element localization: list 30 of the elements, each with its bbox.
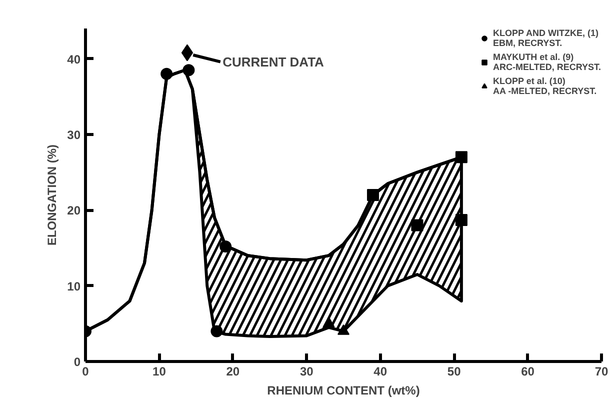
point [322, 316, 335, 328]
y-axis-title: ELONGATION (%) [45, 144, 60, 246]
legend-label: KLOPP et al. (10) AA -MELTED, RECRYST. [493, 76, 597, 96]
point [210, 325, 223, 338]
y-tick-label: 10 [67, 279, 81, 294]
x-tick-label: 70 [594, 364, 608, 378]
point [220, 240, 232, 252]
point [338, 324, 350, 335]
y-tick-label: 30 [67, 128, 81, 142]
point [366, 189, 379, 201]
x-tick-label: 30 [300, 364, 314, 378]
point [181, 44, 194, 62]
x-tick-label: 10 [152, 364, 166, 378]
legend-label: KLOPP AND WITZKE, (1) EBM, RECRYST. [493, 28, 598, 48]
x-tick-label: 60 [521, 364, 535, 378]
x-tick-label: 50 [447, 364, 462, 378]
x-tick-label: 20 [226, 364, 240, 378]
x-axis-title: RHENIUM CONTENT (wt%) [267, 384, 420, 398]
point [182, 64, 195, 76]
point [411, 219, 424, 232]
y-tick-label: 20 [67, 204, 81, 218]
point [455, 151, 468, 164]
x-tick-label: 40 [374, 364, 388, 378]
point [455, 214, 468, 226]
point [160, 68, 173, 80]
legend-label: MAYKUTH et al. (9) ARC-MELTED, RECRYST. [493, 52, 601, 72]
y-tick-label: 40 [67, 52, 81, 66]
y-tick-label: 0 [74, 355, 81, 369]
x-tick-label: 0 [82, 364, 90, 378]
annotation: CURRENT DATA [222, 54, 325, 70]
